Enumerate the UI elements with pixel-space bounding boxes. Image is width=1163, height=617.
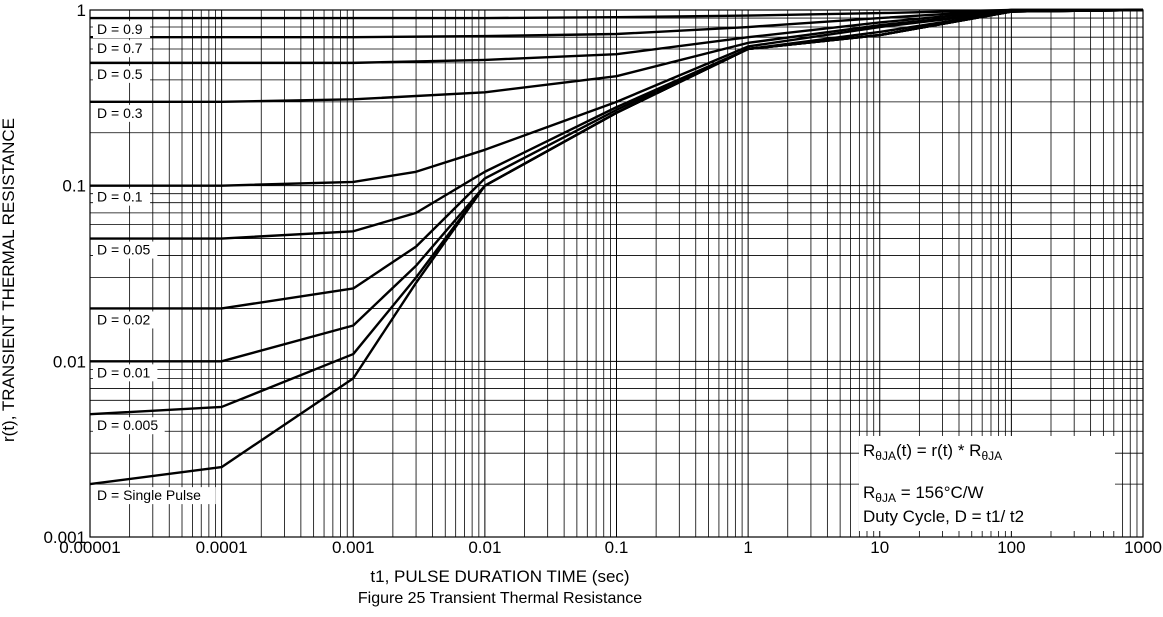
series-line bbox=[90, 8, 1143, 65]
y-tick-label: 0.1 bbox=[62, 177, 86, 196]
series-lines bbox=[89, 8, 1144, 486]
thermal-info-box: RθJA(t) = r(t) * RθJA RθJA = 156°C/W Dut… bbox=[859, 436, 1115, 531]
series-line bbox=[90, 8, 1143, 20]
x-tick-label: 1000 bbox=[1124, 538, 1162, 557]
rthja-formula-r: R bbox=[863, 441, 876, 460]
x-tick-label: 0.1 bbox=[605, 538, 629, 557]
curve-label: D = 0.05 bbox=[97, 242, 151, 258]
rthja-formula-sub2: θJA bbox=[981, 449, 1003, 463]
curve-label-bg bbox=[93, 40, 151, 58]
x-axis-label: t1, PULSE DURATION TIME (sec) bbox=[370, 567, 629, 586]
rthja-formula-sub1: θJA bbox=[875, 449, 896, 463]
y-tick-label: 0.01 bbox=[53, 352, 86, 371]
curve-label-bg bbox=[93, 21, 151, 39]
rthja-value-r: R bbox=[863, 483, 876, 502]
curve-label: D = 0.02 bbox=[97, 311, 151, 327]
curve-label-bg bbox=[93, 241, 158, 259]
curve-label-bg bbox=[93, 104, 151, 122]
curve-label-bg bbox=[93, 311, 158, 329]
curve-label-bg bbox=[93, 65, 151, 83]
rthja-formula-mid: (t) = r(t) * R bbox=[895, 441, 982, 460]
x-tick-label: 0.0001 bbox=[196, 538, 248, 557]
curve-label: D = 0.9 bbox=[97, 21, 143, 37]
curve-label: D = 0.01 bbox=[97, 364, 151, 380]
x-tick-label: 0.00001 bbox=[59, 538, 120, 557]
rthja-value: RθJA = 156°C/W bbox=[863, 483, 984, 505]
series-line bbox=[89, 8, 1144, 486]
curve-label-bg bbox=[93, 417, 165, 435]
x-tick-label: 100 bbox=[997, 538, 1025, 557]
x-tick-label: 1 bbox=[743, 538, 752, 557]
rthja-formula: RθJA(t) = r(t) * RθJA bbox=[863, 441, 1003, 463]
rthja-value-rest: = 156°C/W bbox=[895, 483, 984, 502]
x-tick-label: 0.01 bbox=[468, 538, 501, 557]
chart-title: Figure 25 Transient Thermal Resistance bbox=[358, 590, 642, 607]
y-axis-label: r(t), TRANSIENT THERMAL RESISTANCE bbox=[0, 118, 18, 442]
x-tick-label: 0.001 bbox=[332, 538, 375, 557]
rthja-value-sub: θJA bbox=[875, 491, 896, 505]
series-line bbox=[90, 8, 1143, 39]
duty-cycle-note: Duty Cycle, D = t1/ t2 bbox=[863, 507, 1025, 526]
plot-frame bbox=[89, 9, 1144, 538]
y-tick-label: 0.001 bbox=[43, 528, 86, 547]
tick-labels: 0.00001 0.0001 0.001 0.01 0.1 1 10 100 1000 0.001… bbox=[43, 1, 1161, 557]
x-tick-label: 10 bbox=[870, 538, 889, 557]
curve-label-bg bbox=[93, 487, 216, 505]
curve-labels: D = 0.9 D = 0.7 D = 0.5 D = 0.3 D = 0.1 D = 0… bbox=[93, 21, 216, 505]
series-line bbox=[90, 8, 1144, 240]
curve-label: D = 0.1 bbox=[97, 189, 143, 205]
curve-label: D = 0.005 bbox=[97, 417, 158, 433]
curve-label: D = 0.5 bbox=[97, 66, 143, 82]
y-tick-label: 1 bbox=[77, 1, 86, 20]
series-line bbox=[90, 8, 1144, 187]
curve-label-bg bbox=[93, 364, 158, 382]
curve-label-bg bbox=[93, 188, 151, 206]
curve-label: D = Single Pulse bbox=[97, 487, 201, 503]
curve-label: D = 0.7 bbox=[97, 40, 143, 56]
grid bbox=[89, 10, 1143, 538]
curve-label: D = 0.3 bbox=[97, 105, 143, 121]
